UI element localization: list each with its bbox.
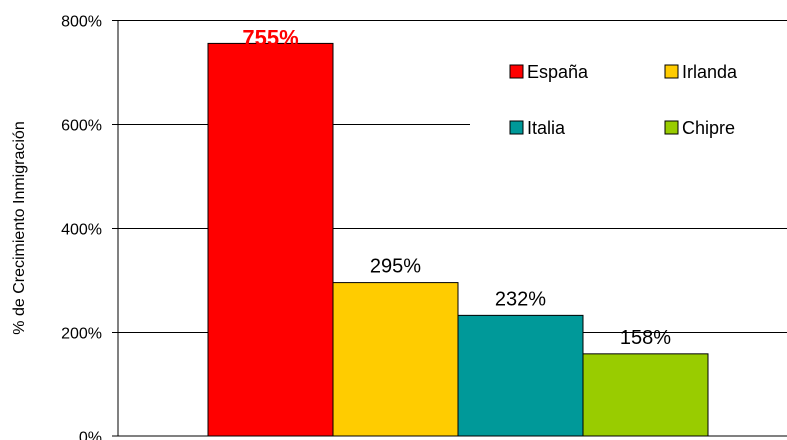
y-tick-label-600: 600%: [61, 118, 102, 135]
y-tick-label-800: 800%: [61, 14, 102, 31]
y-tick-label-200: 200%: [61, 326, 102, 343]
legend-swatch-italia: [509, 120, 524, 135]
y-tick-label-400: 400%: [61, 222, 102, 239]
data-label-espaa: 755%: [242, 25, 298, 50]
bars: [207, 42, 709, 437]
legend-label-espaa: España: [527, 62, 589, 82]
legend-swatch-espaa: [509, 64, 524, 79]
y-axis-label: % de Crecimiento Inmigración: [11, 121, 28, 334]
y-axis-ticks: 0% 200% 400% 600% 800%: [61, 14, 102, 440]
data-labels: 755% 295% 232% 158%: [242, 25, 671, 348]
legend-swatch-chipre: [664, 120, 679, 135]
data-label-chipre: 158%: [620, 327, 671, 349]
bar-italia: [457, 314, 584, 437]
legend-label-irlanda: Irlanda: [682, 62, 738, 82]
bar-espaa: [207, 42, 334, 437]
bar-irlanda: [332, 282, 459, 437]
bar-chipre: [582, 353, 709, 437]
y-tick-label-0: 0%: [79, 430, 102, 440]
legend: España Irlanda Italia Chipre: [509, 62, 738, 138]
data-label-italia: 232%: [495, 288, 546, 310]
data-label-irlanda: 295%: [370, 256, 421, 278]
legend-label-italia: Italia: [527, 118, 566, 138]
legend-label-chipre: Chipre: [682, 118, 735, 138]
legend-swatch-irlanda: [664, 64, 679, 79]
